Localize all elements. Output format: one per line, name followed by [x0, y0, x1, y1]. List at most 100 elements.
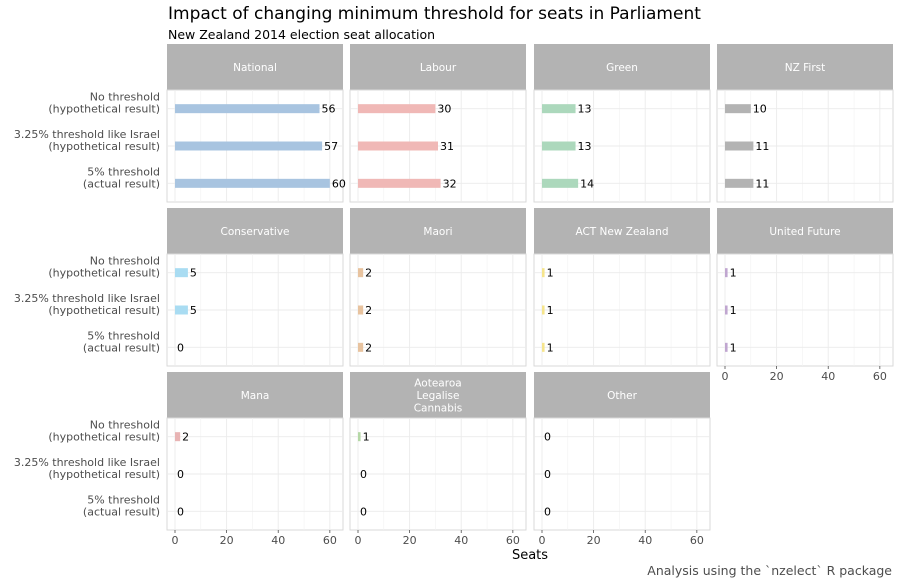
data-label: 1 — [730, 267, 737, 280]
x-tick-label: 60 — [690, 534, 704, 547]
bar-0-2 — [175, 178, 330, 188]
x-tick-label: 40 — [821, 370, 835, 383]
y-tick-label: 5% threshold (actual result) — [83, 493, 160, 518]
data-label: 2 — [365, 304, 372, 317]
x-tick-label: 20 — [587, 534, 601, 547]
x-tick-label: 20 — [220, 534, 234, 547]
data-label: 13 — [578, 140, 592, 153]
bar-8-0 — [175, 432, 181, 442]
x-tick-label: 0 — [172, 534, 179, 547]
data-label: 5 — [190, 267, 197, 280]
x-tick-label: 20 — [770, 370, 784, 383]
data-label: 2 — [365, 341, 372, 354]
data-label: 2 — [182, 431, 189, 444]
data-label: 1 — [547, 304, 554, 317]
data-label: 57 — [324, 140, 338, 153]
data-label: 14 — [580, 177, 594, 190]
facet-strip — [167, 372, 343, 418]
bar-2-2 — [542, 178, 579, 188]
bar-6-2 — [542, 342, 545, 352]
x-tick-label: 20 — [403, 534, 417, 547]
chart-title: Impact of changing minimum threshold for… — [168, 4, 701, 24]
y-tick-label: No threshold (hypothetical result) — [48, 419, 160, 444]
facet-strip-label: Labour — [420, 62, 457, 74]
data-label: 30 — [437, 103, 451, 116]
facet-strip-label: Aotearoa Legalise Cannabis — [414, 378, 463, 415]
facet-strip — [534, 208, 710, 254]
data-label: 1 — [730, 304, 737, 317]
bar-5-0 — [358, 268, 364, 278]
bar-7-0 — [725, 268, 728, 278]
data-label: 1 — [547, 267, 554, 280]
bar-6-0 — [542, 268, 545, 278]
facet-strip-label: National — [233, 62, 277, 74]
facet-strip — [534, 44, 710, 90]
y-tick-label: 3.25% threshold like Israel (hypothetical… — [14, 292, 160, 317]
bar-5-1 — [358, 305, 364, 315]
bar-3-2 — [725, 178, 754, 188]
y-tick-label: No threshold (hypothetical result) — [48, 91, 160, 116]
x-tick-label: 40 — [271, 534, 285, 547]
facet-strip — [534, 372, 710, 418]
facet-strip-label: Other — [607, 390, 637, 402]
data-label: 13 — [578, 103, 592, 116]
bar-1-0 — [358, 104, 436, 114]
data-label: 0 — [177, 468, 184, 481]
data-label: 0 — [177, 341, 184, 354]
data-label: 2 — [365, 267, 372, 280]
x-tick-label: 60 — [323, 534, 337, 547]
y-tick-label: 5% threshold (actual result) — [83, 329, 160, 354]
x-tick-label: 40 — [454, 534, 468, 547]
x-tick-label: 0 — [539, 534, 546, 547]
x-tick-label: 60 — [506, 534, 520, 547]
bar-1-1 — [358, 141, 438, 151]
data-label: 10 — [753, 103, 767, 116]
data-label: 32 — [443, 177, 457, 190]
x-tick-label: 0 — [722, 370, 729, 383]
chart-caption: Analysis using the `nzelect` R package — [647, 563, 892, 578]
data-label: 1 — [547, 341, 554, 354]
facet-strip — [717, 44, 893, 90]
data-label: 1 — [730, 341, 737, 354]
x-tick-label: 0 — [355, 534, 362, 547]
data-label: 11 — [755, 177, 769, 190]
facet-strip-label: NZ First — [785, 62, 825, 74]
bar-3-0 — [725, 104, 751, 114]
bar-6-1 — [542, 305, 545, 315]
data-label: 0 — [177, 505, 184, 518]
facet-strip — [167, 44, 343, 90]
data-label: 5 — [190, 304, 197, 317]
data-label: 0 — [544, 431, 551, 444]
bar-3-1 — [725, 141, 754, 151]
bar-0-0 — [175, 104, 320, 114]
facet-strip-label: Mana — [241, 390, 270, 402]
facet-strip — [350, 44, 526, 90]
bar-4-1 — [175, 305, 188, 315]
chart-subtitle: New Zealand 2014 election seat allocatio… — [168, 27, 435, 42]
facet-strip-label: Maori — [423, 226, 452, 238]
facet-strip-label: United Future — [769, 226, 840, 238]
bar-5-2 — [358, 342, 364, 352]
bar-7-2 — [725, 342, 728, 352]
data-label: 1 — [363, 431, 370, 444]
data-label: 0 — [544, 505, 551, 518]
data-label: 31 — [440, 140, 454, 153]
facet-strip-label: Green — [606, 62, 638, 74]
data-label: 11 — [755, 140, 769, 153]
facet-strip — [167, 208, 343, 254]
bar-0-1 — [175, 141, 323, 151]
bar-2-0 — [542, 104, 576, 114]
data-label: 0 — [544, 468, 551, 481]
facet-strip — [717, 208, 893, 254]
bar-9-0 — [358, 432, 361, 442]
data-label: 0 — [360, 505, 367, 518]
facet-strip-label: ACT New Zealand — [575, 226, 668, 238]
x-axis-label: Seats — [512, 548, 548, 563]
bar-2-1 — [542, 141, 576, 151]
bar-7-1 — [725, 305, 728, 315]
facet-strip-label: Conservative — [220, 226, 289, 238]
y-tick-label: No threshold (hypothetical result) — [48, 255, 160, 280]
y-tick-label: 5% threshold (actual result) — [83, 165, 160, 190]
bar-1-2 — [358, 178, 441, 188]
